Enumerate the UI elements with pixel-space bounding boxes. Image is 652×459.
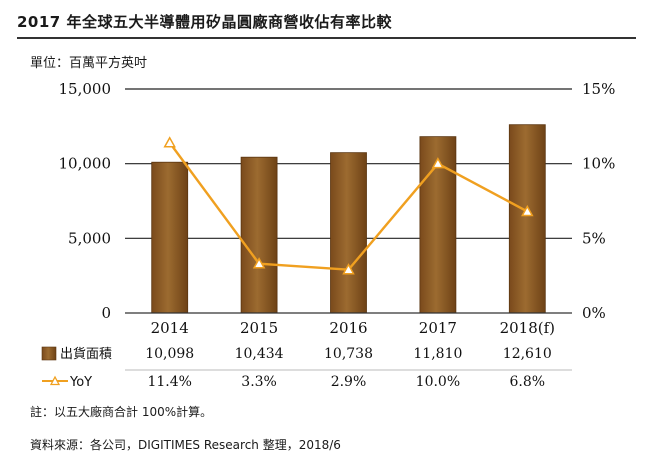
yoy-line-series [163,136,534,275]
bar-value-cell: 12,610 [503,346,552,362]
yoy-value-cell: 3.3% [241,374,277,390]
bar-value-cell: 10,434 [235,346,284,362]
x-tick-label: 2017 [419,319,457,337]
y-right-tick-label: 10% [582,155,615,173]
yoy-value-cell: 6.8% [510,374,546,390]
title-underline [17,37,636,39]
unit-label: 單位：百萬平方英吋 [30,56,148,71]
bar-series [151,124,546,314]
footnote: 註：以五大廠商合計 100%計算。 [30,405,213,419]
yoy-point [521,204,534,217]
yoy-legend-marker [49,375,61,386]
yoy-legend-label: YoY [69,375,92,390]
bar [508,124,546,314]
y-right-tick-label: 0% [582,304,606,322]
bar [240,156,278,314]
source-note: 資料來源：各公司，DIGITIMES Research 整理，2018/6 [30,438,341,452]
data-table: 出貨面積 YoY 10,098 10,434 10,738 11,810 12,610 11.… [41,346,572,390]
bar [330,152,367,314]
bar-value-cell: 11,810 [413,346,462,362]
y-left-tick-label: 10,000 [59,155,112,173]
y-left-tick-label: 0 [101,304,111,322]
y-left-tick-label: 15,000 [59,80,112,98]
x-tick-label: 2015 [240,319,278,337]
bar-value-cell: 10,098 [145,346,194,362]
axes: 0 5,000 10,000 15,000 0% 5% 10% 15% 2014 2015 2016… [59,80,616,337]
y-right-tick-label: 5% [582,229,606,247]
x-tick-label: 2018(f) [500,319,555,337]
y-right-tick-label: 15% [582,80,615,98]
yoy-value-cell: 2.9% [331,374,367,390]
x-tick-label: 2014 [151,319,189,337]
bar-legend-label: 出貨面積 [60,346,112,362]
bar [151,161,189,314]
yoy-point [431,157,445,169]
bar-legend-swatch [41,346,57,361]
yoy-point [342,263,355,275]
x-tick-label: 2016 [329,319,367,337]
yoy-value-cell: 10.0% [416,374,460,390]
y-left-tick-label: 5,000 [68,229,111,247]
yoy-point [163,136,176,148]
bar-value-cell: 10,738 [324,346,373,362]
yoy-point [252,257,266,269]
chart-title: 2017 年全球五大半導體用矽晶圓廠商營收佔有率比較 [17,13,392,31]
yoy-value-cell: 11.4% [147,374,191,390]
